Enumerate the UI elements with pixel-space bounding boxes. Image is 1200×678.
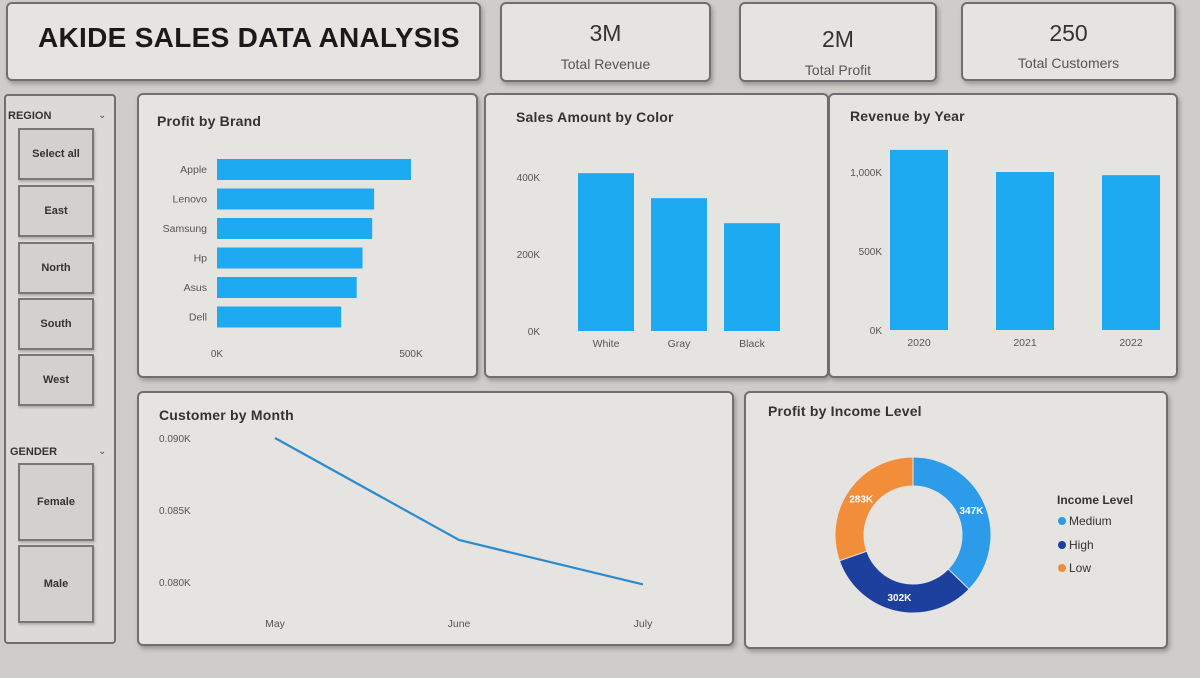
bar-white xyxy=(578,173,634,331)
y-tick-label: 500K xyxy=(859,247,883,258)
legend-item-low[interactable]: Low xyxy=(1058,561,1091,575)
legend-dot-icon xyxy=(1058,517,1066,525)
donut-slice-medium xyxy=(912,456,992,590)
slicer-option-west[interactable]: West xyxy=(18,354,94,406)
bar-black xyxy=(724,223,780,331)
chart-title: Revenue by Year xyxy=(850,108,965,124)
bar-hp xyxy=(217,247,363,269)
x-tick-label: June xyxy=(448,618,471,630)
y-tick-label: 0K xyxy=(528,327,541,338)
bar-apple xyxy=(217,159,411,180)
y-tick-label: 200K xyxy=(517,250,541,261)
legend-label: High xyxy=(1069,538,1094,552)
chevron-down-icon[interactable]: ⌄ xyxy=(98,110,107,121)
slicer-option-male[interactable]: Male xyxy=(18,545,94,623)
kpi-total-profit[interactable]: 2M Total Profit xyxy=(739,2,937,82)
category-label: Lenovo xyxy=(173,194,208,206)
legend-title: Income Level xyxy=(1057,493,1134,507)
bar-lenovo xyxy=(217,188,375,210)
revenue-by-year-chart: 2020 2021 2022 0K 500K 1,000K xyxy=(850,149,1160,349)
slicer-option-female[interactable]: Female xyxy=(18,463,94,541)
x-tick-label: May xyxy=(265,618,286,630)
bar-gray xyxy=(651,198,707,331)
chart-title: Profit by Brand xyxy=(157,113,262,129)
y-tick-label: 0K xyxy=(870,326,883,337)
kpi-total-revenue[interactable]: 3M Total Revenue xyxy=(500,2,711,82)
data-label: 302K xyxy=(887,593,912,604)
chevron-down-icon[interactable]: ⌄ xyxy=(98,446,107,457)
x-tick-label: July xyxy=(634,618,653,630)
category-label: Dell xyxy=(189,312,207,324)
category-label: Black xyxy=(739,338,765,350)
category-label: 2020 xyxy=(907,337,931,349)
bar-asus xyxy=(217,277,357,298)
y-tick-label: 0.090K xyxy=(159,434,191,445)
customer-by-month-chart: May June July 0.080K 0.085K 0.090K xyxy=(159,434,653,630)
bar-2020 xyxy=(890,149,948,330)
kpi-value: 2M xyxy=(822,26,854,52)
chart-title: Profit by Income Level xyxy=(768,403,922,419)
legend-dot-icon xyxy=(1058,541,1066,549)
profit-by-brand-chart: Apple Lenovo Samsung Hp Asus Dell 0K 500K xyxy=(163,159,423,360)
kpi-value: 250 xyxy=(1049,20,1088,46)
slicer-option-east[interactable]: East xyxy=(18,185,94,237)
profit-by-income-chart: 347K 302K 283K xyxy=(834,456,992,614)
legend-label: Low xyxy=(1069,561,1092,575)
legend-item-high[interactable]: High xyxy=(1058,538,1094,552)
title-card: AKIDE SALES DATA ANALYSIS xyxy=(6,2,481,81)
x-tick-label: 500K xyxy=(399,349,423,360)
revenue-by-year-card[interactable]: Revenue by Year 2020 2021 2022 0K 500K 1,000K xyxy=(828,93,1178,378)
bar-dell xyxy=(217,306,342,328)
bar-2021 xyxy=(996,172,1054,330)
category-label: Apple xyxy=(180,164,207,176)
legend-label: Medium xyxy=(1069,514,1112,528)
series-line xyxy=(274,437,644,586)
x-tick-label: 0K xyxy=(211,349,224,360)
y-tick-label: 0.085K xyxy=(159,506,191,517)
legend-dot-icon xyxy=(1058,564,1066,572)
category-label: White xyxy=(593,338,620,350)
category-label: Gray xyxy=(668,338,692,350)
data-label: 347K xyxy=(960,506,985,517)
sales-by-color-chart: White Gray Black 0K 200K 400K xyxy=(517,173,780,350)
profit-by-income-card[interactable]: Profit by Income Level 347K 302K 283K Inco… xyxy=(744,391,1168,649)
kpi-label: Total Profit xyxy=(804,62,872,78)
slicer-panel: REGION ⌄ Select all East North South Wes… xyxy=(4,94,116,644)
region-slicer-heading: REGION xyxy=(8,110,52,122)
data-label: 283K xyxy=(849,494,874,505)
sales-by-color-card[interactable]: Sales Amount by Color White Gray Black 0K 20… xyxy=(484,93,829,378)
customer-by-month-card[interactable]: Customer by Month May June July 0.080K 0.085… xyxy=(137,391,734,646)
kpi-label: Total Customers xyxy=(1017,55,1120,71)
bar-2022 xyxy=(1102,175,1160,330)
donut-slice-low xyxy=(834,456,914,562)
profit-by-brand-card[interactable]: Profit by Brand Apple Lenovo Samsung Hp Asus… xyxy=(137,93,478,378)
kpi-value: 3M xyxy=(589,20,622,46)
category-label: 2022 xyxy=(1119,337,1143,349)
page-title: AKIDE SALES DATA ANALYSIS xyxy=(38,22,460,53)
chart-title: Sales Amount by Color xyxy=(516,109,674,125)
category-label: 2021 xyxy=(1013,337,1037,349)
category-label: Samsung xyxy=(163,223,208,235)
category-label: Asus xyxy=(184,282,207,294)
slicer-option-north[interactable]: North xyxy=(18,242,94,294)
bar-samsung xyxy=(217,218,373,239)
chart-title: Customer by Month xyxy=(159,407,294,423)
y-tick-label: 0.080K xyxy=(159,578,191,589)
legend-item-medium[interactable]: Medium xyxy=(1058,514,1112,528)
kpi-label: Total Revenue xyxy=(560,56,651,72)
kpi-total-customers[interactable]: 250 Total Customers xyxy=(961,2,1176,81)
gender-slicer-heading: GENDER xyxy=(10,446,58,458)
category-label: Hp xyxy=(194,253,208,265)
slicer-option-south[interactable]: South xyxy=(18,298,94,350)
slicer-option-select-all[interactable]: Select all xyxy=(18,128,94,180)
y-tick-label: 1,000K xyxy=(850,168,882,179)
y-tick-label: 400K xyxy=(517,173,541,184)
